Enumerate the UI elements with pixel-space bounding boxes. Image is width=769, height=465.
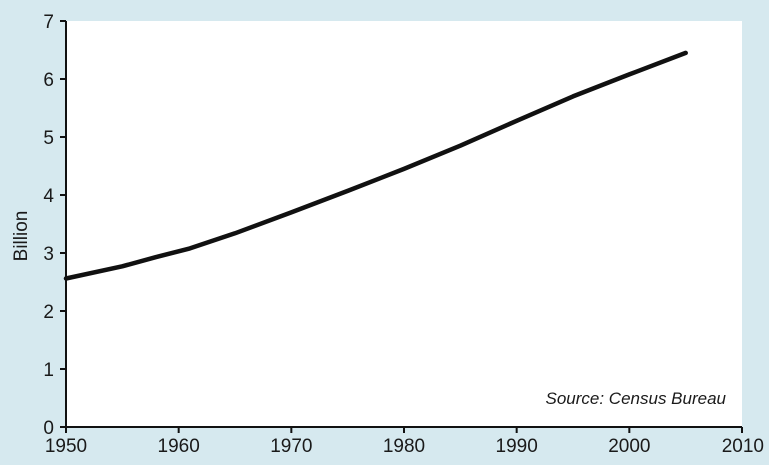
x-tick-label: 1970 [270, 436, 312, 457]
x-tick-label: 1990 [496, 436, 538, 457]
y-tick-label: 4 [43, 186, 54, 207]
plot-area [66, 21, 742, 427]
y-tick-label: 7 [43, 12, 54, 33]
series-line [63, 50, 688, 281]
y-tick-label: 1 [43, 360, 54, 381]
x-tick-label: 2000 [608, 436, 650, 457]
y-tick-label: 6 [43, 70, 54, 91]
y-axis-label: Billion [11, 211, 32, 262]
y-tick-label: 3 [43, 244, 54, 265]
x-tick-label: 1960 [158, 436, 200, 457]
y-axis-ticks: 0 1 2 3 4 5 6 7 [43, 12, 66, 439]
y-tick-label: 2 [43, 302, 54, 323]
y-tick-label: 5 [43, 128, 54, 149]
y-tick-label: 0 [43, 418, 54, 439]
source-annotation: Source: Census Bureau [546, 389, 727, 408]
x-tick-label: 1980 [383, 436, 425, 457]
x-tick-label: 1950 [45, 436, 87, 457]
x-axis-ticks: 1950 1960 1970 1980 1990 2000 2010 [45, 427, 764, 457]
x-tick-label: 2010 [722, 436, 764, 457]
